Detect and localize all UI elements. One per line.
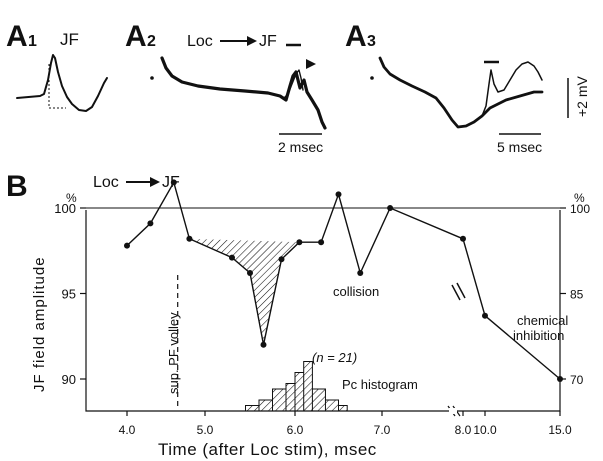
data-point [229,254,235,261]
data-point [247,269,253,276]
data-point [147,220,154,227]
panel-a2: A 2 Loc JF 2 msec [125,20,327,155]
data-point [482,312,488,319]
data-point [186,235,193,242]
hatched-trough [189,238,300,345]
x-tick-label: 4.0 [119,423,136,437]
x-tick-label: 10.0 [473,423,497,437]
panel-a1-letter: A [6,20,28,53]
a2-arrow-head [247,36,257,46]
y-right-tick-label: 100 [570,202,590,216]
x-tick-label: 7.0 [374,423,391,437]
a2-trace-overlay [283,69,304,99]
left-unit-label: % [66,191,77,205]
x-tick-label: 5.0 [197,423,214,437]
line-break-mark-1 [451,284,461,301]
data-point [335,191,342,198]
panel-b-letter: B [6,170,28,203]
b-arrow-from: Loc [93,174,119,191]
y-left-tick-label: 95 [62,287,76,302]
a1-trace-label: JF [60,30,79,49]
n-label: (n = 21) [312,350,357,365]
axis-break [447,282,466,417]
a3-trace-main [378,56,544,129]
y-left-tick-label: 100 [54,201,76,216]
a2-stim-dot [150,76,154,80]
pc-histogram [245,361,348,412]
series-line [126,180,561,380]
x-tick-label: 6.0 [287,423,304,437]
pf-volley-label: sup. PF volley [166,312,181,394]
data-point [387,205,394,211]
y-ticks-left: 100 95 90 [54,201,86,387]
data-point [460,235,466,242]
y-right-tick-label: 85 [570,288,584,302]
panel-a1: A 1 JF [6,20,108,112]
b-arrow-head [150,177,160,187]
histogram-label: Pc histogram [342,377,418,392]
data-point [124,242,130,249]
a3-scale-label: 5 msec [497,139,542,155]
panel-a3: A 3 5 msec +2 mV [345,20,590,155]
x-tick-label: 15.0 [548,423,572,437]
data-point [278,256,285,263]
panel-a3-letter: A [345,20,367,53]
panel-a3-index: 3 [367,33,376,50]
a3-stim-dot [370,76,374,80]
inhibition-label: inhibition [513,328,564,343]
panel-a2-index: 2 [147,33,156,50]
data-points [124,179,563,382]
chemical-label: chemical [517,313,568,328]
a1-dotted-marker [48,64,66,109]
data-point [557,376,563,382]
voltage-scale-label: +2 mV [574,75,590,117]
y-ticks-right: 100 85 70 [560,202,590,387]
a2-to-label: JF [259,33,277,50]
panel-a2-letter: A [125,20,147,53]
collision-label: collision [333,284,379,299]
right-unit-label: % [574,191,585,205]
x-axis-label: Time (after Loc stim), msec [158,440,377,459]
a2-triangle-marker [306,59,316,69]
data-point [318,239,325,246]
data-point [357,269,364,276]
data-point [260,341,267,348]
y-right-tick-label: 70 [570,373,584,387]
x-tick-label: 8.0 [455,423,472,437]
data-point [296,239,303,246]
y-axis-label: JF field amplitude [31,256,48,392]
panel-a1-index: 1 [28,33,37,50]
a3-trace-overlay [481,61,543,117]
x-ticks: 4.0 5.0 6.0 7.0 8.0 10.0 15.0 [119,411,572,437]
a2-from-label: Loc [187,33,213,50]
a2-scale-label: 2 msec [278,139,323,155]
data-point [170,179,177,186]
a1-trace [16,54,108,112]
y-left-tick-label: 90 [62,372,76,387]
line-break-mark-2 [456,282,466,299]
a2-trace-main [160,56,327,130]
